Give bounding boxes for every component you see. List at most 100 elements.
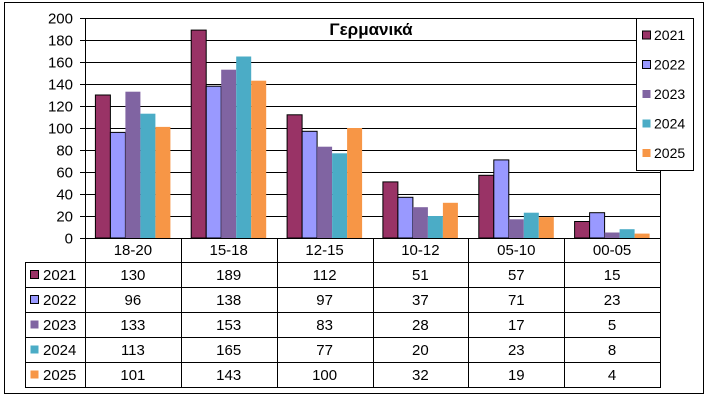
bar-2025-18-20 [155, 126, 171, 238]
table-row-label: 2025 [43, 367, 76, 384]
y-axis: 0 20 40 60 80 100 120 140 160 180 200 [48, 11, 85, 248]
table-cell: 57 [508, 267, 525, 284]
category-label: 05-10 [497, 242, 535, 259]
legend-label: 2022 [654, 57, 685, 73]
data-table: 18-20 15-18 12-15 10-12 05-10 00-05 2021 130 189… [25, 238, 661, 388]
table-swatch-2024 [30, 345, 39, 354]
bar-2023-12-15 [317, 146, 333, 238]
legend-label: 2025 [654, 145, 685, 161]
y-tick-label: 60 [56, 165, 73, 182]
table-cell: 153 [216, 317, 241, 334]
table-cell: 143 [216, 367, 241, 384]
table-cell: 23 [604, 292, 621, 309]
table-swatch-2022 [30, 295, 39, 304]
legend: 2021 2022 2023 2024 2025 [636, 18, 694, 171]
bar-2023-10-12 [412, 207, 428, 238]
legend-swatch-2023 [642, 90, 651, 98]
bar-2025-05-10 [538, 217, 554, 238]
bar-2022-18-20 [109, 131, 126, 239]
table-cell: 51 [412, 267, 429, 284]
bar-2023-05-10 [508, 219, 524, 238]
y-tick-label: 100 [48, 121, 73, 138]
table-cell: 23 [508, 342, 525, 359]
bar-2025-00-05 [634, 233, 650, 238]
bar-2021-12-15 [286, 114, 303, 239]
table-cell: 100 [312, 367, 337, 384]
bar-2023-18-20 [125, 91, 141, 238]
table-cell: 101 [120, 367, 145, 384]
table-cell: 130 [120, 267, 145, 284]
chart-border [4, 2, 704, 394]
bar-2024-10-12 [427, 216, 443, 238]
table-cell: 15 [604, 267, 621, 284]
bar-2022-10-12 [397, 196, 414, 239]
table-cell: 165 [216, 342, 241, 359]
table-cell: 138 [216, 292, 241, 309]
bar-2021-15-18 [190, 29, 207, 239]
table-row-label: 2024 [43, 342, 76, 359]
table-row-label: 2021 [43, 267, 76, 284]
table-cell: 97 [316, 292, 333, 309]
table-cell: 5 [608, 317, 616, 334]
legend-label: 2023 [654, 86, 685, 102]
table-cell: 189 [216, 267, 241, 284]
legend-swatch-2021 [642, 30, 651, 40]
bar-2021-05-10 [478, 174, 495, 239]
table-row-label: 2023 [43, 317, 76, 334]
table-cell: 4 [608, 367, 616, 384]
y-tick-label: 20 [56, 209, 73, 226]
bar-2023-15-18 [221, 69, 237, 238]
table-row-label: 2022 [43, 292, 76, 309]
bar-2025-12-15 [347, 128, 363, 238]
bar-2025-15-18 [251, 80, 267, 238]
legend-swatch-2025 [642, 149, 651, 157]
y-tick-label: 40 [56, 187, 73, 204]
table-cell: 20 [412, 342, 429, 359]
bar-2024-05-10 [523, 212, 539, 238]
category-label: 00-05 [593, 242, 631, 259]
bar-2024-12-15 [332, 153, 348, 238]
table-cell: 17 [508, 317, 525, 334]
table-cell: 28 [412, 317, 429, 334]
bar-2023-00-05 [604, 232, 620, 238]
table-cell: 96 [125, 292, 142, 309]
y-tick-label: 140 [48, 77, 73, 94]
table-swatch-2023 [30, 320, 39, 329]
bar-2021-00-05 [574, 221, 591, 239]
bar-2024-00-05 [619, 229, 635, 238]
table-cell: 37 [412, 292, 429, 309]
bar-2022-12-15 [301, 130, 318, 239]
table-swatch-2021 [30, 270, 39, 279]
legend-swatch-2022 [642, 60, 651, 69]
bar-2025-10-12 [442, 202, 458, 238]
table-cell: 32 [412, 367, 429, 384]
bar-2021-10-12 [382, 181, 399, 239]
category-label: 12-15 [305, 242, 343, 259]
bar-2022-15-18 [205, 85, 222, 239]
y-tick-label: 80 [56, 143, 73, 160]
table-cell: 83 [316, 317, 333, 334]
legend-swatch-2024 [642, 119, 651, 128]
bar-2024-15-18 [236, 56, 252, 238]
table-cell: 112 [313, 267, 337, 284]
table-cell: 113 [121, 342, 145, 359]
y-tick-label: 0 [65, 231, 73, 248]
y-tick-label: 160 [48, 55, 73, 72]
bar-2021-18-20 [94, 94, 111, 239]
bar-2022-05-10 [493, 159, 510, 239]
table-cell: 19 [508, 367, 525, 384]
bar-2024-18-20 [140, 113, 156, 238]
table-cell: 8 [608, 342, 616, 359]
table-swatch-2025 [30, 370, 39, 379]
y-tick-label: 120 [48, 99, 73, 116]
chart-title: Γερμανικά [329, 20, 413, 39]
legend-label: 2021 [654, 27, 685, 43]
y-tick-label: 200 [48, 11, 73, 28]
y-tick-label: 180 [48, 33, 73, 50]
bar-2022-00-05 [589, 212, 606, 239]
category-label: 18-20 [114, 242, 152, 259]
table-cell: 71 [508, 292, 525, 309]
table-cell: 77 [316, 342, 333, 359]
bars [94, 29, 650, 239]
